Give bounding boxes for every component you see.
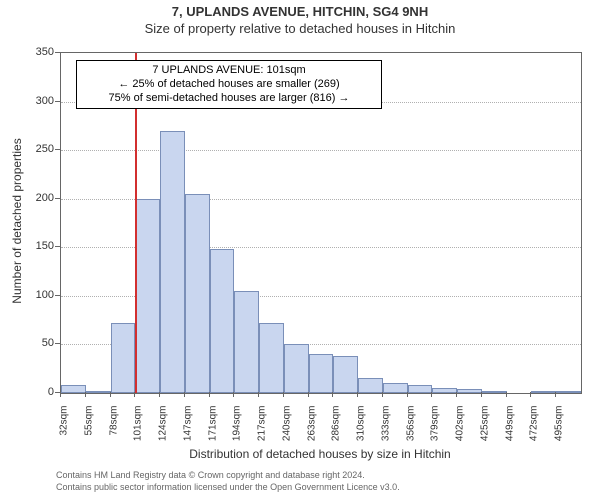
ytick-label: 100 [22, 289, 54, 301]
xtick-mark [506, 392, 507, 397]
ytick-label: 300 [22, 95, 54, 107]
histogram-bar [358, 378, 383, 393]
ytick-mark [55, 149, 60, 150]
xtick-mark [357, 392, 358, 397]
x-axis-label: Distribution of detached houses by size … [60, 447, 580, 461]
gridline [61, 150, 581, 151]
histogram-bar [284, 344, 309, 393]
histogram-bar [408, 385, 433, 393]
ytick-label: 0 [22, 386, 54, 398]
xtick-mark [233, 392, 234, 397]
histogram-bar [111, 323, 136, 393]
histogram-bar [309, 354, 334, 393]
xtick-mark [431, 392, 432, 397]
ytick-mark [55, 295, 60, 296]
xtick-mark [481, 392, 482, 397]
histogram-bar [482, 391, 507, 393]
histogram-bar [160, 131, 185, 393]
xtick-mark [555, 392, 556, 397]
ytick-label: 50 [22, 337, 54, 349]
histogram-bar [234, 291, 259, 393]
histogram-bar [86, 391, 111, 393]
annotation-box: 7 UPLANDS AVENUE: 101sqm ← 25% of detach… [76, 60, 382, 109]
histogram-bar [185, 194, 210, 393]
ytick-mark [55, 101, 60, 102]
ytick-mark [55, 343, 60, 344]
xtick-mark [159, 392, 160, 397]
y-axis-label: Number of detached properties [10, 121, 24, 321]
xtick-mark [60, 392, 61, 397]
histogram-bar [259, 323, 284, 393]
xtick-mark [258, 392, 259, 397]
ytick-mark [55, 246, 60, 247]
annotation-line-2: ← 25% of detached houses are smaller (26… [83, 78, 375, 92]
xtick-mark [209, 392, 210, 397]
histogram-bar [135, 199, 160, 393]
xtick-mark [530, 392, 531, 397]
histogram-bar [383, 383, 408, 393]
histogram-bar [333, 356, 358, 393]
histogram-bar [531, 391, 556, 393]
xtick-mark [283, 392, 284, 397]
ytick-label: 350 [22, 46, 54, 58]
xtick-mark [382, 392, 383, 397]
histogram-bar [210, 249, 235, 393]
histogram-bar [61, 385, 86, 393]
attribution-line-2: Contains public sector information licen… [56, 482, 400, 494]
xtick-mark [134, 392, 135, 397]
ytick-label: 250 [22, 143, 54, 155]
histogram-bar [556, 391, 581, 393]
ytick-mark [55, 198, 60, 199]
histogram-bar [457, 389, 482, 393]
xtick-mark [110, 392, 111, 397]
xtick-mark [308, 392, 309, 397]
ytick-label: 150 [22, 240, 54, 252]
annotation-line-1: 7 UPLANDS AVENUE: 101sqm [83, 64, 375, 78]
annotation-line-3: 75% of semi-detached houses are larger (… [83, 92, 375, 106]
xtick-mark [332, 392, 333, 397]
xtick-mark [184, 392, 185, 397]
attribution-line-1: Contains HM Land Registry data © Crown c… [56, 470, 400, 482]
attribution-text: Contains HM Land Registry data © Crown c… [56, 470, 400, 493]
xtick-mark [407, 392, 408, 397]
xtick-mark [85, 392, 86, 397]
ytick-label: 200 [22, 192, 54, 204]
histogram-bar [432, 388, 457, 393]
xtick-mark [456, 392, 457, 397]
ytick-mark [55, 52, 60, 53]
